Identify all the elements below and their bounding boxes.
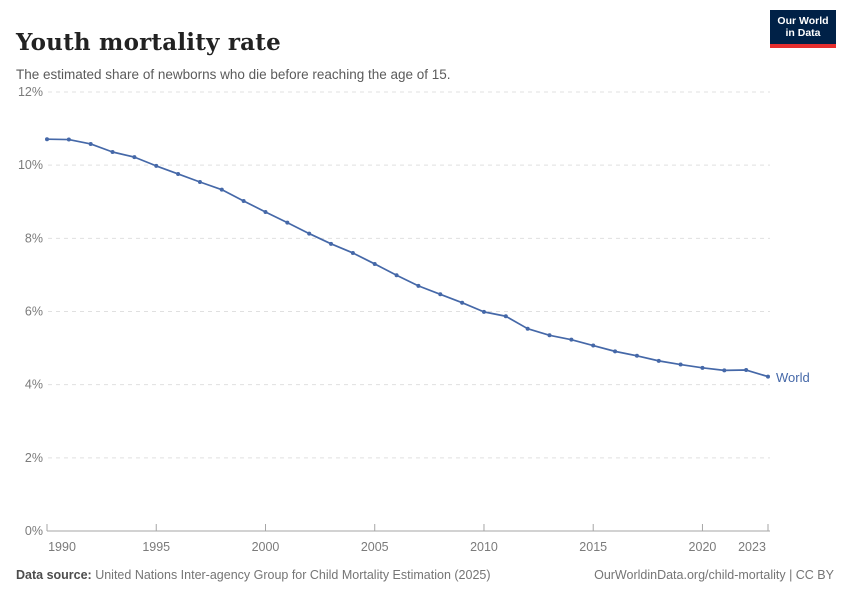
data-point-2001: [285, 220, 290, 225]
data-point-2008: [438, 292, 443, 297]
data-point-2012: [525, 326, 530, 331]
owid-logo-line2: in Data: [785, 27, 821, 39]
data-point-2002: [307, 231, 312, 236]
ytick-label-8%: 8%: [25, 231, 43, 245]
data-point-2013: [547, 333, 552, 338]
data-point-1996: [176, 171, 181, 176]
data-point-2023: [766, 374, 770, 379]
data-point-2017: [634, 353, 639, 358]
ytick-label-0%: 0%: [25, 524, 43, 538]
data-point-2011: [503, 314, 508, 319]
data-source-note: Data source: United Nations Inter-agency…: [16, 568, 491, 582]
data-point-2004: [350, 250, 355, 255]
ytick-label-12%: 12%: [18, 85, 43, 99]
xtick-label-2005: 2005: [361, 540, 389, 554]
data-point-1992: [88, 141, 93, 146]
data-point-2006: [394, 273, 399, 278]
series-line-world: [46, 138, 769, 378]
data-point-2009: [460, 300, 465, 305]
data-point-2014: [569, 337, 574, 342]
data-point-1994: [132, 155, 137, 160]
data-point-2016: [613, 349, 618, 354]
chart-footer: Data source: United Nations Inter-agency…: [16, 568, 834, 582]
xtick-label-1990: 1990: [48, 540, 76, 554]
ytick-label-6%: 6%: [25, 305, 43, 319]
xtick-label-1995: 1995: [142, 540, 170, 554]
series-label-world: World: [776, 370, 810, 385]
data-point-1999: [241, 199, 246, 204]
data-point-2015: [591, 343, 596, 348]
xtick-label-2020: 2020: [689, 540, 717, 554]
data-point-2022: [744, 368, 749, 373]
data-point-2018: [656, 358, 661, 363]
data-point-2021: [722, 368, 727, 373]
data-point-1990: [45, 137, 49, 142]
data-point-2020: [700, 365, 705, 370]
data-point-2005: [372, 261, 377, 266]
data-point-2000: [263, 209, 268, 214]
data-point-1998: [219, 187, 224, 192]
xtick-label-2015: 2015: [579, 540, 607, 554]
xtick-label-2000: 2000: [252, 540, 280, 554]
owid-logo[interactable]: Our World in Data: [770, 10, 836, 48]
data-point-1995: [154, 163, 159, 168]
data-point-1991: [66, 137, 71, 142]
data-point-2019: [678, 362, 683, 367]
chart-title: Youth mortality rate: [16, 29, 281, 57]
xtick-label-2023: 2023: [738, 540, 766, 554]
owid-logo-line1: Our World: [777, 15, 829, 27]
data-source-label: Data source:: [16, 568, 92, 582]
data-point-2010: [481, 309, 486, 314]
data-source-text: United Nations Inter-agency Group for Ch…: [91, 568, 491, 582]
data-point-2003: [329, 241, 334, 246]
xtick-label-2010: 2010: [470, 540, 498, 554]
footer-link[interactable]: OurWorldinData.org/child-mortality | CC …: [594, 568, 834, 582]
ytick-label-2%: 2%: [25, 451, 43, 465]
ytick-label-4%: 4%: [25, 378, 43, 392]
data-point-2007: [416, 283, 421, 288]
ytick-label-10%: 10%: [18, 158, 43, 172]
chart-subtitle: The estimated share of newborns who die …: [16, 66, 451, 82]
data-point-1997: [197, 179, 202, 184]
data-point-1993: [110, 149, 115, 154]
